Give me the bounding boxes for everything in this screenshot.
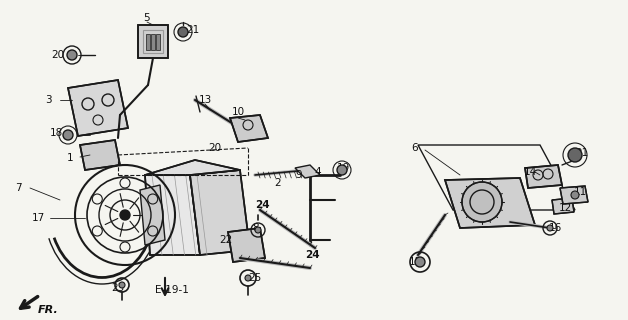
Circle shape	[119, 282, 125, 288]
Text: 23: 23	[111, 283, 124, 293]
Text: 6: 6	[412, 143, 418, 153]
Text: 17: 17	[31, 213, 45, 223]
Polygon shape	[445, 178, 535, 228]
Text: 24: 24	[305, 250, 319, 260]
Polygon shape	[230, 115, 268, 142]
Polygon shape	[145, 160, 240, 175]
Polygon shape	[145, 175, 200, 255]
Text: 21: 21	[575, 148, 588, 158]
Text: 4: 4	[315, 167, 322, 177]
Text: 16: 16	[548, 223, 561, 233]
Polygon shape	[156, 34, 160, 50]
Text: E-19-1: E-19-1	[155, 285, 189, 295]
Circle shape	[255, 227, 261, 233]
Text: 3: 3	[45, 95, 51, 105]
Text: 21: 21	[187, 25, 200, 35]
Polygon shape	[138, 25, 168, 58]
Circle shape	[415, 257, 425, 267]
Text: 12: 12	[558, 203, 571, 213]
Polygon shape	[140, 185, 165, 245]
Polygon shape	[525, 165, 562, 188]
Polygon shape	[560, 186, 588, 204]
Text: 7: 7	[14, 183, 21, 193]
Circle shape	[568, 148, 582, 162]
Text: 5: 5	[144, 13, 150, 23]
Text: 22: 22	[219, 235, 232, 245]
Text: 18: 18	[50, 128, 63, 138]
Text: 14: 14	[523, 167, 536, 177]
Text: 1: 1	[67, 153, 73, 163]
Circle shape	[337, 165, 347, 175]
Text: 20: 20	[208, 143, 222, 153]
Circle shape	[178, 27, 188, 37]
Polygon shape	[80, 140, 120, 170]
Polygon shape	[151, 34, 155, 50]
Text: 10: 10	[232, 107, 244, 117]
Text: 2: 2	[274, 178, 281, 188]
Text: 25: 25	[249, 273, 262, 283]
Text: FR.: FR.	[38, 305, 58, 315]
Circle shape	[63, 130, 73, 140]
Circle shape	[120, 210, 130, 220]
Text: 11: 11	[573, 187, 587, 197]
Text: 19: 19	[337, 163, 350, 173]
Polygon shape	[68, 80, 128, 136]
Text: 9: 9	[296, 170, 302, 180]
Circle shape	[571, 191, 579, 199]
Text: 15: 15	[408, 257, 421, 267]
Polygon shape	[146, 34, 150, 50]
Polygon shape	[190, 170, 250, 255]
Text: 24: 24	[255, 200, 269, 210]
Polygon shape	[552, 198, 574, 214]
Text: 8: 8	[252, 223, 259, 233]
Circle shape	[462, 182, 502, 222]
Text: 13: 13	[198, 95, 212, 105]
Polygon shape	[228, 228, 265, 262]
Polygon shape	[295, 165, 320, 178]
Circle shape	[67, 50, 77, 60]
Circle shape	[547, 225, 553, 231]
Circle shape	[245, 275, 251, 281]
Text: 20: 20	[51, 50, 65, 60]
